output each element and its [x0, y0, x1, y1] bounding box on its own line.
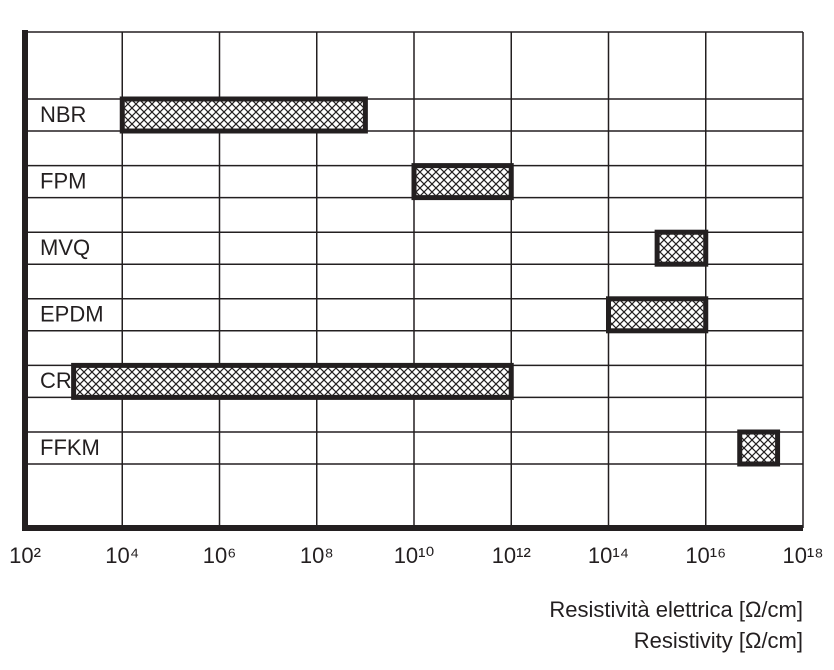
x-tick-label: 10¹⁸	[782, 543, 823, 568]
x-tick-label: 10⁴	[105, 543, 139, 568]
category-label: NBR	[40, 102, 86, 127]
x-tick-label: 10²	[9, 543, 41, 568]
label-background	[28, 299, 107, 330]
x-tick-label: 10¹⁶	[685, 543, 726, 568]
category-label: EPDM	[40, 302, 104, 327]
label-background	[28, 366, 75, 397]
bar	[654, 229, 709, 267]
x-axis-title: Resistivity [Ω/cm]	[634, 628, 803, 653]
category-label: FFKM	[40, 435, 100, 460]
bar	[737, 429, 781, 467]
category-label: MVQ	[40, 235, 90, 260]
bar	[411, 163, 514, 201]
x-tick-label: 10¹⁴	[588, 543, 629, 568]
label-background	[28, 166, 90, 197]
x-tick-label: 10¹⁰	[394, 543, 435, 568]
category-label: CR	[40, 368, 72, 393]
category-label: FPM	[40, 168, 86, 193]
bar	[119, 96, 368, 134]
bar	[606, 296, 709, 334]
label-background	[28, 433, 103, 463]
x-axis-title: Resistività elettrica [Ω/cm]	[549, 597, 803, 622]
x-tick-label: 10⁸	[300, 543, 334, 568]
label-background	[28, 233, 94, 264]
label-background	[28, 100, 90, 130]
x-tick-label: 10¹²	[492, 543, 531, 568]
x-tick-label: 10⁶	[203, 543, 237, 568]
bar	[71, 362, 514, 400]
